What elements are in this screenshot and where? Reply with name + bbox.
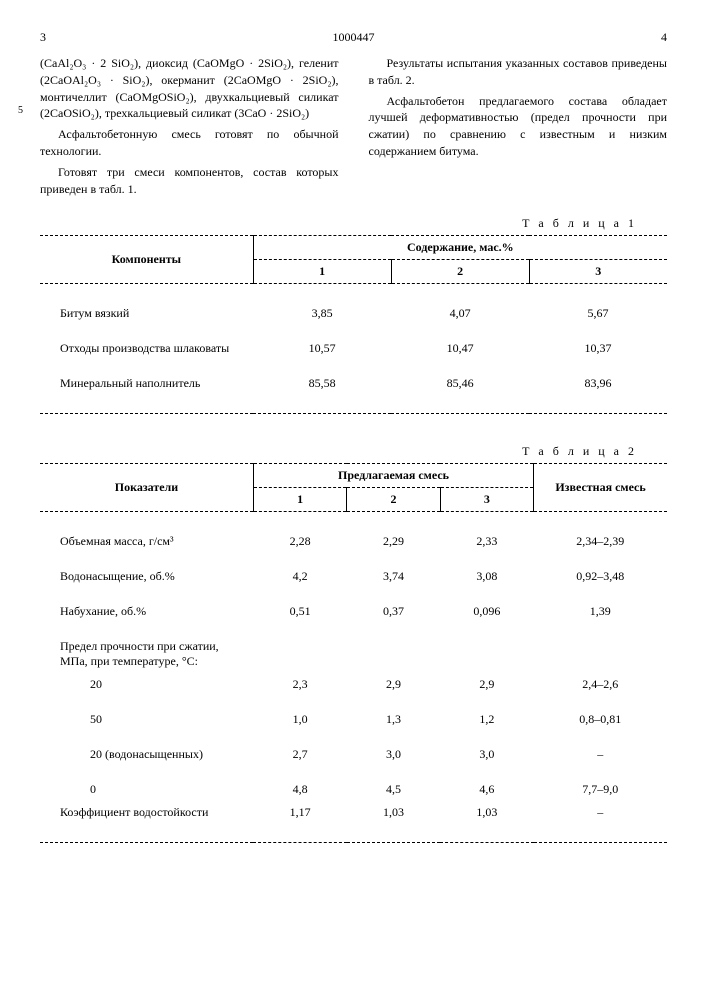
t2-r8-v3: 4,6 (440, 778, 533, 801)
t2-r4-v3 (440, 635, 533, 673)
table-row: 50 1,0 1,3 1,2 0,8–0,81 (40, 708, 667, 731)
t1-head-content: Содержание, мас.% (253, 236, 667, 260)
t2-r8-label: 0 (40, 778, 253, 801)
t2-r1-v2: 2,29 (347, 530, 440, 553)
t1-r2-v3: 10,37 (529, 337, 667, 360)
t1-r3-v1: 85,58 (253, 372, 391, 395)
t1-r1-v3: 5,67 (529, 302, 667, 325)
right-p1: Результаты испытания указанных составов … (369, 55, 668, 89)
t2-r4-v2 (347, 635, 440, 673)
right-column: Результаты испытания указанных составов … (369, 55, 668, 201)
table-row: Битум вязкий 3,85 4,07 5,67 (40, 302, 667, 325)
t1-r1-v1: 3,85 (253, 302, 391, 325)
table-row: 0 4,8 4,5 4,6 7,7–9,0 (40, 778, 667, 801)
t2-r9-v4: – (534, 801, 667, 824)
table1-caption: Т а б л и ц а 1 (40, 216, 637, 231)
t2-r5-label: 20 (40, 673, 253, 696)
t2-r7-label: 20 (водонасыщенных) (40, 743, 253, 766)
t2-r2-v3: 3,08 (440, 565, 533, 588)
t2-r2-label: Водонасыщение, об.% (40, 565, 253, 588)
t2-col-3: 3 (440, 488, 533, 512)
line-marker-5: 5 (18, 105, 23, 116)
t2-r2-v2: 3,74 (347, 565, 440, 588)
t2-r4-v1 (253, 635, 346, 673)
t2-head-known: Известная смесь (534, 464, 667, 512)
t2-r5-v1: 2,3 (253, 673, 346, 696)
t2-r6-v4: 0,8–0,81 (534, 708, 667, 731)
table-row: Набухание, об.% 0,51 0,37 0,096 1,39 (40, 600, 667, 623)
t2-r9-v2: 1,03 (347, 801, 440, 824)
t2-r9-v3: 1,03 (440, 801, 533, 824)
t2-r9-label: Коэффициент водостойкости (40, 801, 253, 824)
table-row: Коэффициент водостойкости 1,17 1,03 1,03… (40, 801, 667, 824)
table-row: Объемная масса, г/см³ 2,28 2,29 2,33 2,3… (40, 530, 667, 553)
t1-r1-label: Битум вязкий (40, 302, 253, 325)
t1-col-1: 1 (253, 260, 391, 284)
t2-r7-v1: 2,7 (253, 743, 346, 766)
t2-r9-v1: 1,17 (253, 801, 346, 824)
left-p1: (CaAl₂O₃ · 2 SiO₂), диоксид (CaOMgO · 2S… (40, 55, 339, 122)
t2-r3-v3: 0,096 (440, 600, 533, 623)
table-row: Предел прочности при сжатии, МПа, при те… (40, 635, 667, 673)
text-columns: (CaAl₂O₃ · 2 SiO₂), диоксид (CaOMgO · 2S… (40, 55, 667, 201)
t2-col-2: 2 (347, 488, 440, 512)
t1-r2-v2: 10,47 (391, 337, 529, 360)
table-row: Минеральный наполнитель 85,58 85,46 83,9… (40, 372, 667, 395)
t2-r1-v3: 2,33 (440, 530, 533, 553)
t1-col-3: 3 (529, 260, 667, 284)
t2-r1-v1: 2,28 (253, 530, 346, 553)
t2-r6-v1: 1,0 (253, 708, 346, 731)
table-row: 20 (водонасыщенных) 2,7 3,0 3,0 – (40, 743, 667, 766)
t2-head-indicators: Показатели (40, 464, 253, 512)
t2-r4-v4 (534, 635, 667, 673)
t1-r1-v2: 4,07 (391, 302, 529, 325)
t2-r2-v4: 0,92–3,48 (534, 565, 667, 588)
t2-r3-v1: 0,51 (253, 600, 346, 623)
t2-r6-v2: 1,3 (347, 708, 440, 731)
left-column: (CaAl₂O₃ · 2 SiO₂), диоксид (CaOMgO · 2S… (40, 55, 339, 201)
t2-head-proposed: Предлагаемая смесь (253, 464, 533, 488)
table-row: 20 2,3 2,9 2,9 2,4–2,6 (40, 673, 667, 696)
t2-col-1: 1 (253, 488, 346, 512)
t2-r3-v4: 1,39 (534, 600, 667, 623)
t2-r8-v4: 7,7–9,0 (534, 778, 667, 801)
t2-r5-v4: 2,4–2,6 (534, 673, 667, 696)
t1-r2-label: Отходы производства шлаковаты (40, 337, 253, 360)
left-p3: Готовят три смеси компонентов, состав ко… (40, 164, 339, 198)
t1-col-2: 2 (391, 260, 529, 284)
t2-r2-v1: 4,2 (253, 565, 346, 588)
col-num-right: 4 (661, 30, 667, 45)
t2-r1-v4: 2,34–2,39 (534, 530, 667, 553)
table-row: Отходы производства шлаковаты 10,57 10,4… (40, 337, 667, 360)
t2-r3-label: Набухание, об.% (40, 600, 253, 623)
t2-r7-v2: 3,0 (347, 743, 440, 766)
table-row: Водонасыщение, об.% 4,2 3,74 3,08 0,92–3… (40, 565, 667, 588)
t2-r6-v3: 1,2 (440, 708, 533, 731)
t2-r3-v2: 0,37 (347, 600, 440, 623)
t2-r8-v2: 4,5 (347, 778, 440, 801)
t1-r3-label: Минеральный наполнитель (40, 372, 253, 395)
t1-r2-v1: 10,57 (253, 337, 391, 360)
t2-r4-label: Предел прочности при сжатии, МПа, при те… (40, 635, 253, 673)
right-p2: Асфальтобетон предлагаемого состава обла… (369, 93, 668, 160)
t2-r7-v3: 3,0 (440, 743, 533, 766)
t2-r5-v3: 2,9 (440, 673, 533, 696)
t2-r8-v1: 4,8 (253, 778, 346, 801)
t1-r3-v2: 85,46 (391, 372, 529, 395)
t1-head-components: Компоненты (40, 236, 253, 284)
doc-number: 1000447 (333, 30, 375, 44)
table2-caption: Т а б л и ц а 2 (40, 444, 637, 459)
t2-r5-v2: 2,9 (347, 673, 440, 696)
col-num-left: 3 (40, 30, 46, 45)
t2-r6-label: 50 (40, 708, 253, 731)
table-2: Показатели Предлагаемая смесь Известная … (40, 463, 667, 843)
table-1: Компоненты Содержание, мас.% 1 2 3 Битум… (40, 235, 667, 414)
t2-r7-v4: – (534, 743, 667, 766)
t1-r3-v3: 83,96 (529, 372, 667, 395)
page-header: 3 1000447 4 (40, 30, 667, 45)
left-p2: Асфальтобетонную смесь готовят по обычно… (40, 126, 339, 160)
t2-r1-label: Объемная масса, г/см³ (40, 530, 253, 553)
